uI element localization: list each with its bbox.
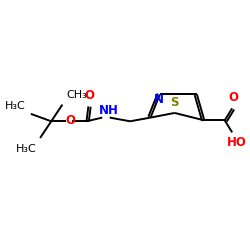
Text: HO: HO: [227, 136, 247, 149]
Text: H₃C: H₃C: [16, 144, 36, 154]
Text: O: O: [66, 114, 76, 127]
Text: S: S: [170, 96, 179, 109]
Text: H₃C: H₃C: [4, 101, 25, 111]
Text: O: O: [228, 91, 238, 104]
Text: O: O: [84, 89, 94, 102]
Text: CH₃: CH₃: [66, 90, 87, 100]
Text: N: N: [154, 94, 164, 106]
Text: NH: NH: [99, 104, 119, 117]
